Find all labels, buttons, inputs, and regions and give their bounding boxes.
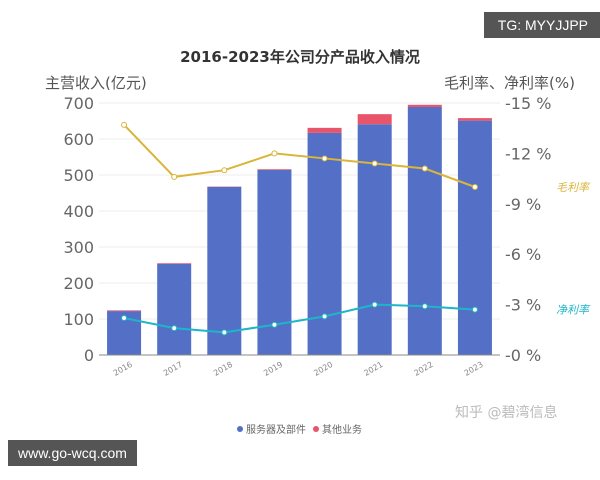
y2-tick-label: -3 % — [505, 296, 541, 315]
point — [371, 160, 378, 167]
bar-2016 — [107, 310, 142, 312]
point — [171, 173, 178, 180]
legend-item[interactable]: 其他业务 — [322, 423, 362, 436]
point — [421, 303, 428, 310]
x-tick-label: 2020 — [312, 360, 334, 378]
y2-tick-label: -0 % — [505, 346, 541, 365]
y2-axis-label: 毛利率、净利率(%) — [444, 74, 575, 92]
series-end-label: 毛利率 — [556, 181, 591, 194]
point — [471, 184, 478, 190]
bar-2023 — [457, 120, 492, 355]
bar-2019 — [257, 169, 292, 170]
bar-2021 — [357, 114, 392, 125]
bar-2022 — [407, 106, 442, 356]
y-axis-label: 主营收入(亿元) — [45, 74, 147, 92]
x-tick-label: 2022 — [412, 360, 434, 378]
line-净利率 — [123, 303, 476, 334]
chart-title: 2016-2023年公司分产品收入情况 — [180, 48, 420, 66]
legend-marker — [237, 426, 243, 432]
y2-tick-label: -9 % — [505, 195, 541, 214]
x-tick-label: 2016 — [112, 360, 134, 378]
credit-watermark: 知乎 @碧湾信息 — [455, 405, 558, 421]
y-tick-label: 500 — [63, 166, 94, 185]
y2-tick-label: -15 % — [505, 94, 551, 113]
y-tick-label: 700 — [63, 94, 94, 113]
point — [221, 329, 228, 336]
x-tick-label: 2021 — [362, 360, 384, 378]
point — [421, 165, 428, 172]
y2-tick-label: -12 % — [505, 144, 551, 163]
y2-tick-label: -6 % — [505, 245, 541, 264]
tg-watermark: TG: MYYJJPP — [483, 12, 600, 38]
point — [471, 306, 478, 313]
x-tick-label: 2017 — [162, 360, 184, 378]
point — [121, 121, 128, 128]
point — [271, 150, 278, 157]
bar-2022 — [407, 104, 442, 107]
point — [121, 315, 128, 322]
y-tick-label: 200 — [63, 274, 94, 293]
x-tick-label: 2023 — [463, 360, 485, 378]
legend-item[interactable]: 服务器及部件 — [246, 423, 306, 436]
point — [371, 301, 378, 308]
legend-marker — [313, 426, 319, 432]
x-tick-label: 2019 — [262, 360, 284, 378]
y-tick-label: 400 — [63, 202, 94, 221]
point — [271, 321, 278, 328]
bar-2017 — [157, 263, 192, 264]
bar-2020 — [307, 132, 342, 355]
y-tick-label: 300 — [63, 238, 94, 257]
bar-2023 — [457, 118, 492, 121]
y-tick-label: 100 — [63, 310, 94, 329]
series-end-label: 净利率 — [556, 304, 591, 317]
y-tick-label: 600 — [63, 130, 94, 149]
bar-2018 — [207, 186, 242, 355]
y-tick-label: 0 — [84, 346, 94, 365]
point — [221, 167, 228, 174]
x-tick-label: 2018 — [212, 360, 234, 378]
point — [321, 313, 328, 320]
point — [171, 325, 178, 332]
bar-2017 — [157, 263, 192, 355]
point — [321, 155, 328, 162]
line-毛利率 — [123, 124, 476, 188]
site-watermark: www.go-wcq.com — [8, 440, 137, 466]
bar-2021 — [357, 124, 392, 356]
bar-2020 — [307, 127, 342, 133]
